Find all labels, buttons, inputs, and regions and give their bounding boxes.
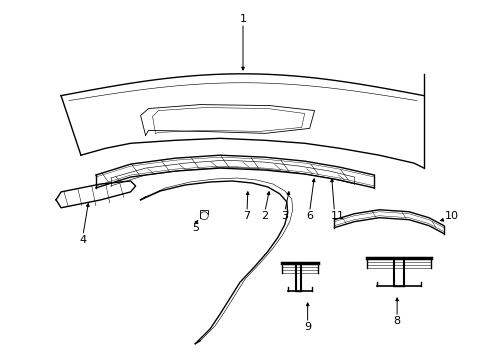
Text: 7: 7 [243, 211, 250, 221]
Text: 9: 9 [304, 322, 310, 332]
Text: 3: 3 [281, 211, 288, 221]
Text: 6: 6 [305, 211, 312, 221]
Text: 10: 10 [444, 211, 458, 221]
Text: 8: 8 [393, 316, 400, 326]
Text: 4: 4 [79, 234, 86, 244]
Text: 5: 5 [191, 222, 199, 233]
Text: 1: 1 [239, 14, 246, 24]
Text: 2: 2 [261, 211, 268, 221]
Text: 11: 11 [330, 211, 344, 221]
